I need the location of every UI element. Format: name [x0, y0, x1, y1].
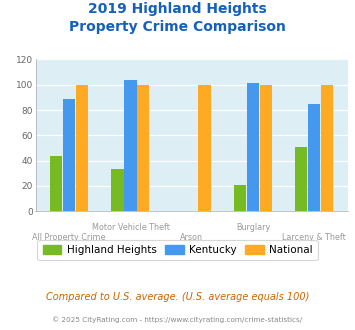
Bar — [137, 85, 149, 211]
Text: © 2025 CityRating.com - https://www.cityrating.com/crime-statistics/: © 2025 CityRating.com - https://www.city… — [53, 316, 302, 323]
Bar — [76, 85, 88, 211]
Bar — [234, 185, 246, 211]
Text: 2019 Highland Heights: 2019 Highland Heights — [88, 2, 267, 16]
Bar — [111, 170, 124, 211]
Bar — [321, 85, 333, 211]
Bar — [63, 99, 75, 211]
Bar — [295, 147, 307, 211]
Text: Motor Vehicle Theft: Motor Vehicle Theft — [92, 223, 169, 232]
Text: Compared to U.S. average. (U.S. average equals 100): Compared to U.S. average. (U.S. average … — [46, 292, 309, 302]
Bar — [198, 85, 211, 211]
Text: Larceny & Theft: Larceny & Theft — [282, 233, 346, 242]
Text: All Property Crime: All Property Crime — [32, 233, 106, 242]
Text: Arson: Arson — [180, 233, 203, 242]
Bar — [308, 104, 320, 211]
Legend: Highland Heights, Kentucky, National: Highland Heights, Kentucky, National — [38, 240, 317, 260]
Bar — [247, 83, 259, 211]
Bar — [260, 85, 272, 211]
Bar — [50, 155, 62, 211]
Text: Burglary: Burglary — [236, 223, 270, 232]
Bar — [124, 80, 137, 211]
Text: Property Crime Comparison: Property Crime Comparison — [69, 20, 286, 34]
